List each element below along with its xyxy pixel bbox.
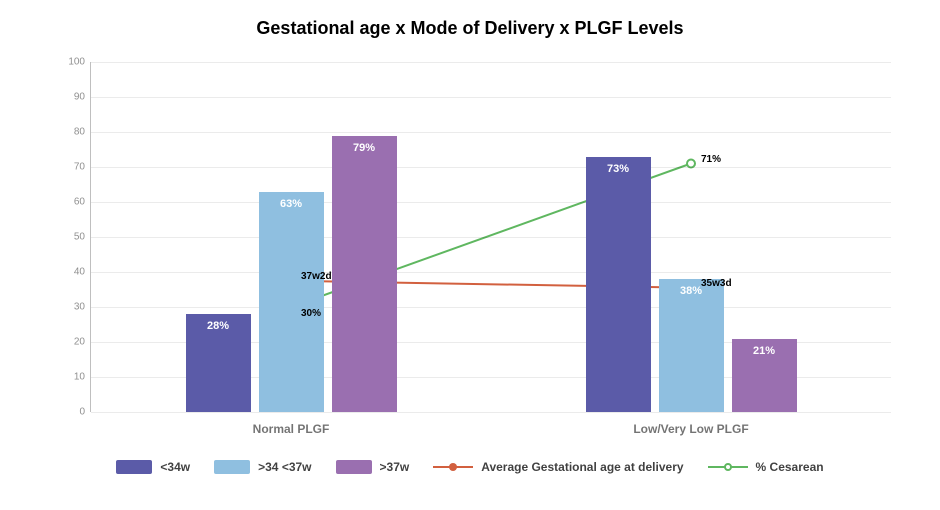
- chart-root: Gestational age x Mode of Delivery x PLG…: [0, 0, 940, 510]
- series-point-label: 71%: [701, 154, 721, 165]
- legend-item-gt37: >37w: [336, 460, 410, 474]
- gridline: [91, 132, 891, 133]
- y-tick-label: 80: [74, 127, 85, 138]
- legend-label: >37w: [380, 460, 410, 474]
- legend-label: <34w: [160, 460, 190, 474]
- legend: <34w >34 <37w >37w Average Gestational age …: [0, 460, 940, 474]
- bar-value-label: 63%: [280, 198, 302, 210]
- bar-value-label: 73%: [607, 163, 629, 175]
- plot-area: 0102030405060708090100Normal PLGFLow/Ver…: [90, 62, 891, 412]
- legend-swatch: [116, 460, 152, 474]
- series-point-label: 37w2d: [301, 271, 332, 282]
- y-tick-label: 0: [79, 407, 85, 418]
- y-tick-label: 20: [74, 337, 85, 348]
- gridline: [91, 272, 891, 273]
- bar-normal-lt34: 28%: [186, 314, 251, 412]
- y-tick-label: 70: [74, 162, 85, 173]
- legend-label: % Cesarean: [756, 460, 824, 474]
- gridline: [91, 412, 891, 413]
- y-tick-label: 40: [74, 267, 85, 278]
- bar-lowlow-gt37: 21%: [732, 339, 797, 413]
- legend-swatch: [214, 460, 250, 474]
- legend-line-icon: [708, 466, 748, 468]
- gridline: [91, 202, 891, 203]
- legend-item-avg_ga: Average Gestational age at delivery: [433, 460, 683, 474]
- legend-item-m3437: >34 <37w: [214, 460, 311, 474]
- legend-item-cesarean: % Cesarean: [708, 460, 824, 474]
- bar-value-label: 21%: [753, 345, 775, 357]
- gridline: [91, 307, 891, 308]
- y-tick-label: 90: [74, 92, 85, 103]
- gridline: [91, 62, 891, 63]
- bar-lowlow-lt34: 73%: [586, 157, 651, 413]
- legend-line-icon: [433, 466, 473, 468]
- legend-swatch: [336, 460, 372, 474]
- gridline: [91, 167, 891, 168]
- bar-value-label: 38%: [680, 285, 702, 297]
- bar-lowlow-m3437: 38%: [659, 279, 724, 412]
- gridline: [91, 97, 891, 98]
- legend-label: >34 <37w: [258, 460, 311, 474]
- x-category-label: Low/Very Low PLGF: [633, 422, 748, 436]
- bar-normal-gt37: 79%: [332, 136, 397, 413]
- y-tick-label: 60: [74, 197, 85, 208]
- y-tick-label: 50: [74, 232, 85, 243]
- legend-label: Average Gestational age at delivery: [481, 460, 683, 474]
- bar-value-label: 28%: [207, 320, 229, 332]
- bar-value-label: 79%: [353, 142, 375, 154]
- y-tick-label: 30: [74, 302, 85, 313]
- chart-title: Gestational age x Mode of Delivery x PLG…: [0, 18, 940, 39]
- series-point-label: 30%: [301, 308, 321, 319]
- y-tick-label: 10: [74, 372, 85, 383]
- y-tick-label: 100: [68, 57, 85, 68]
- bar-normal-m3437: 63%: [259, 192, 324, 413]
- legend-item-lt34: <34w: [116, 460, 190, 474]
- series-point-label: 35w3d: [701, 278, 732, 289]
- x-category-label: Normal PLGF: [253, 422, 330, 436]
- gridline: [91, 237, 891, 238]
